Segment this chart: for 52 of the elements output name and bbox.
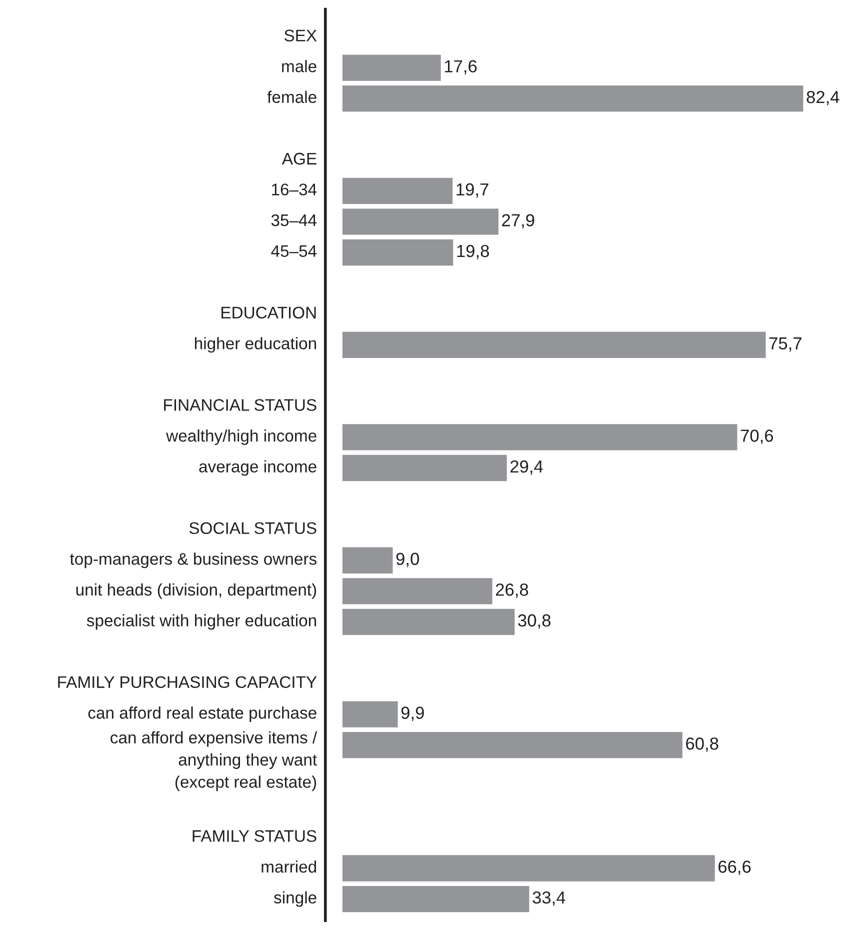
y-tick-label: can afford expensive items / anything they want (except real estate) xyxy=(110,731,318,792)
bar xyxy=(342,424,738,450)
y-tick-label: single xyxy=(274,891,316,907)
data-label: 17,6 xyxy=(444,60,477,74)
y-tick-label: average income xyxy=(199,460,316,476)
y-tick-label: 16–34 xyxy=(272,184,317,196)
y-tick-label: married xyxy=(262,860,316,873)
bar xyxy=(342,54,441,81)
y-tick-label: higher education xyxy=(195,337,316,353)
y-tick-label: 35–44 xyxy=(271,214,317,226)
bar xyxy=(342,239,454,266)
data-label: 19,8 xyxy=(457,244,489,260)
data-label: 82,4 xyxy=(806,90,840,106)
data-label: 27,9 xyxy=(502,214,534,228)
data-label: 60,8 xyxy=(686,737,718,752)
y-tick-label: specialist with higher education xyxy=(86,614,316,630)
y-tick-label: male xyxy=(282,60,316,72)
data-label: 30,8 xyxy=(518,614,550,629)
y-tick-label: EDUCATION xyxy=(222,306,316,319)
bar xyxy=(342,332,766,358)
bar xyxy=(342,855,715,882)
bar xyxy=(342,578,492,604)
data-label: 29,4 xyxy=(510,460,543,475)
bar xyxy=(342,732,682,758)
y-tick-label: can afford real estate purchase xyxy=(88,706,316,722)
data-label: 75,7 xyxy=(769,337,802,352)
y-tick-label: unit heads (division, department) xyxy=(76,583,316,599)
data-label: 66,6 xyxy=(718,860,751,875)
bar xyxy=(342,208,498,235)
y-tick-label: wealthy/high income xyxy=(166,429,316,445)
y-tick-label: FAMILY PURCHASING CAPACITY xyxy=(58,676,317,688)
y-tick-label: SEX xyxy=(284,30,317,42)
y-tick-label: female xyxy=(267,90,316,104)
data-label: 9,9 xyxy=(401,706,424,722)
data-label: 70,6 xyxy=(740,430,774,444)
y-tick-label: SOCIAL STATUS xyxy=(189,522,316,534)
y-tick-label: AGE xyxy=(282,152,316,165)
bar xyxy=(342,85,804,112)
bar xyxy=(342,454,507,482)
data-label: 19,7 xyxy=(456,183,488,198)
data-label: 26,8 xyxy=(496,584,528,598)
data-label: 33,4 xyxy=(532,891,566,906)
y-tick-label: top-managers & business owners xyxy=(70,552,316,568)
bar xyxy=(342,701,398,728)
bar xyxy=(342,547,393,574)
y-tick-label: 45–54 xyxy=(271,245,317,257)
bar xyxy=(342,886,530,912)
data-label: 9,0 xyxy=(396,552,419,568)
y-tick-label: FINANCIAL STATUS xyxy=(164,399,316,411)
bar xyxy=(342,608,515,636)
bar xyxy=(342,178,453,204)
y-tick-label: FAMILY STATUS xyxy=(192,830,316,842)
